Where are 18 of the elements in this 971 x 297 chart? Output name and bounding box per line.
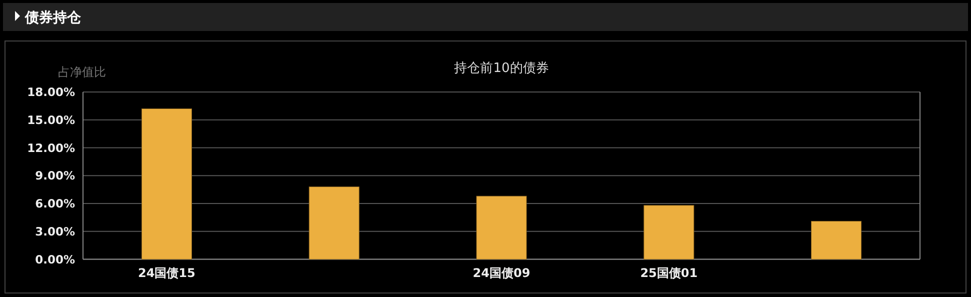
y-tick-label: 6.00%: [35, 196, 76, 211]
text: 债券持仓: [24, 10, 82, 26]
chart-title: 持仓前10的债券: [454, 61, 549, 76]
y-tick-label: 0.00%: [35, 252, 76, 266]
bar: [644, 205, 694, 260]
bar: [476, 196, 527, 260]
y-axis-title: 占净值比: [58, 65, 106, 79]
x-tick-label: 24国债09: [472, 266, 530, 280]
x-tick-label: 24国债15: [138, 266, 196, 280]
y-tick-label: 18.00%: [27, 85, 76, 99]
bar: [811, 220, 862, 260]
y-tick-label: 12.00%: [27, 140, 76, 155]
bar: [141, 108, 192, 260]
bar: [308, 186, 360, 260]
y-tick-label: 15.00%: [27, 112, 76, 127]
y-tick-label: 9.00%: [35, 168, 76, 183]
y-tick-label: 3.00%: [35, 224, 76, 238]
x-tick-label: 25国债01: [640, 266, 698, 280]
